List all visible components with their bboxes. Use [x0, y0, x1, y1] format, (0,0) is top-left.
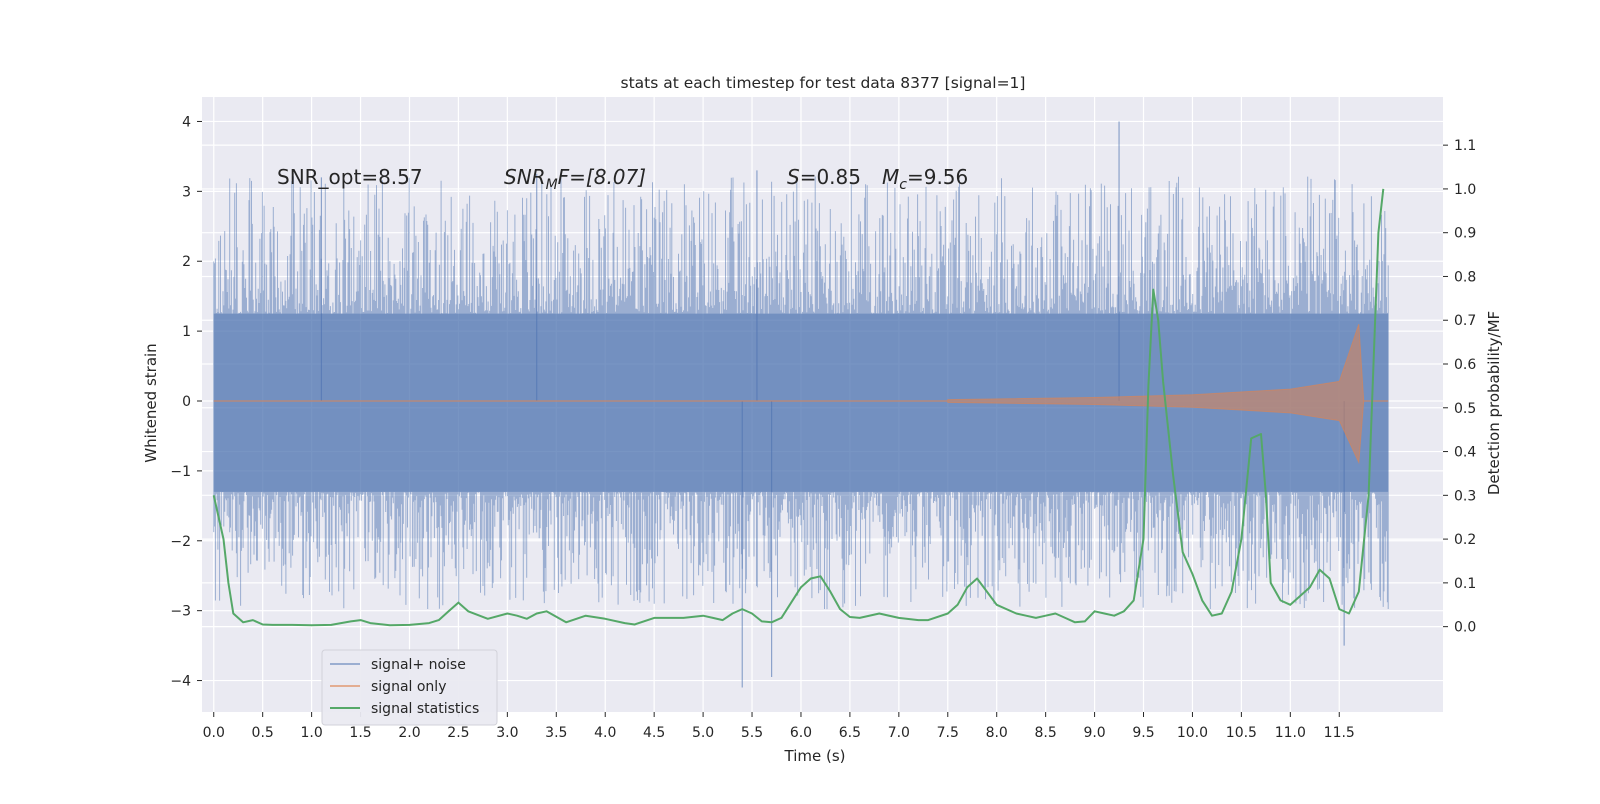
x-tick-label: 2.0 — [398, 725, 420, 741]
chart-title: stats at each timestep for test data 837… — [621, 74, 1026, 92]
y-right-tick-label: 0.0 — [1454, 620, 1476, 636]
x-tick-label: 8.0 — [986, 725, 1008, 741]
x-tick-label: 5.5 — [741, 725, 763, 741]
x-tick-label: 0.5 — [252, 725, 274, 741]
x-tick-label: 4.0 — [594, 725, 616, 741]
signal-chirp — [947, 323, 1365, 465]
x-axis-ticks: 0.0 0.5 1.0 1.5 2.0 2.5 3.0 3.5 4.0 4.5 5.0 5.5 6.0 6… — [203, 712, 1355, 741]
x-tick-label: 4.5 — [643, 725, 665, 741]
x-tick-label: 0.0 — [203, 725, 225, 741]
x-tick-label: 8.5 — [1035, 725, 1057, 741]
x-tick-label: 1.0 — [300, 725, 322, 741]
y-left-tick-label: 3 — [182, 184, 191, 200]
legend: signal+ noise signal only signal statist… — [321, 649, 498, 726]
y-left-tick-label: −4 — [170, 674, 191, 690]
y-left-tick-label: 4 — [182, 114, 191, 130]
x-tick-label: 3.0 — [496, 725, 518, 741]
x-tick-label: 3.5 — [545, 725, 567, 741]
annotation-snr-opt: SNR_opt=8.57 — [277, 165, 423, 189]
y-right-tick-label: 0.3 — [1454, 488, 1476, 504]
x-tick-label: 7.5 — [937, 725, 959, 741]
y-right-tick-label: 0.6 — [1454, 357, 1476, 373]
x-tick-label: 10.5 — [1226, 725, 1257, 741]
y-right-tick-label: 0.7 — [1454, 313, 1476, 329]
legend-label-signal-statistics: signal statistics — [371, 701, 479, 717]
annotation-mc: Mc=9.56 — [882, 165, 968, 193]
y-left-axis-ticks: 4 3 2 1 0 −1 −2 −3 −4 — [170, 114, 202, 690]
y-right-tick-label: 0.4 — [1454, 445, 1476, 461]
y-right-tick-label: 0.9 — [1454, 226, 1476, 242]
x-tick-label: 5.0 — [692, 725, 714, 741]
x-tick-label: 9.5 — [1132, 725, 1154, 741]
y-left-tick-label: 2 — [182, 254, 191, 270]
legend-label-signal-only: signal only — [371, 679, 446, 695]
legend-label-signal-plus-noise: signal+ noise — [371, 657, 466, 673]
y-right-tick-label: 0.1 — [1454, 576, 1476, 592]
x-tick-label: 1.5 — [349, 725, 371, 741]
x-tick-label: 9.0 — [1083, 725, 1105, 741]
y-right-tick-label: 1.1 — [1454, 138, 1476, 154]
stats-line — [212, 188, 1385, 627]
y-right-tick-label: 0.8 — [1454, 269, 1476, 285]
y-left-axis-label: Whitened strain — [142, 343, 160, 462]
x-tick-label: 7.0 — [888, 725, 910, 741]
y-left-tick-label: −3 — [170, 604, 191, 620]
x-tick-label: 6.0 — [790, 725, 812, 741]
x-tick-label: 2.5 — [447, 725, 469, 741]
annotation-snr-mf: SNRMF=[8.07] — [504, 165, 646, 193]
x-tick-label: 6.5 — [839, 725, 861, 741]
y-right-tick-label: 0.2 — [1454, 532, 1476, 548]
series-signal-statistics — [212, 188, 1385, 627]
x-tick-label: 11.0 — [1275, 725, 1306, 741]
y-left-tick-label: −1 — [170, 464, 191, 480]
x-axis-label: Time (s) — [784, 747, 846, 765]
y-right-axis-ticks: 1.1 1.0 0.9 0.8 0.7 0.6 0.5 0.4 0.3 0.2 0.1 0.0 — [1443, 138, 1476, 636]
x-tick-label: 10.0 — [1177, 725, 1208, 741]
y-left-tick-label: 0 — [182, 394, 191, 410]
y-right-tick-label: 1.0 — [1454, 182, 1476, 198]
y-right-tick-label: 0.5 — [1454, 401, 1476, 417]
legend-box — [321, 649, 498, 726]
x-tick-label: 11.5 — [1324, 725, 1355, 741]
y-right-axis-label: Detection probability/MF — [1485, 311, 1503, 495]
y-left-tick-label: 1 — [182, 324, 191, 340]
series-signal-only — [213, 323, 1389, 465]
annotation-s: S=0.85 — [787, 165, 861, 189]
y-left-tick-label: −2 — [170, 534, 191, 550]
